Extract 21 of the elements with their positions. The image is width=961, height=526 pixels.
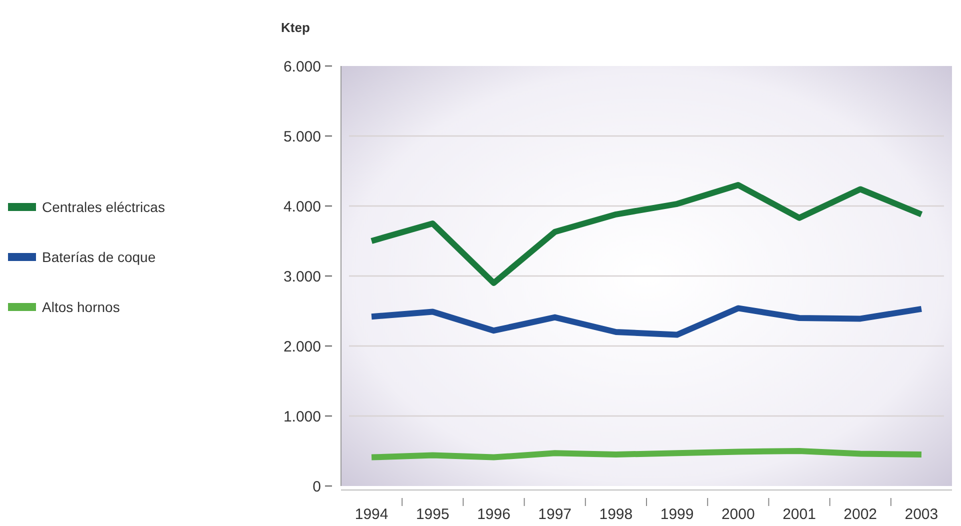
y-tick-label: 5.000 (283, 128, 321, 146)
y-axis-title: Ktep (281, 20, 310, 35)
legend-label: Altos hornos (42, 299, 120, 315)
y-tick-label: 6.000 (283, 58, 321, 76)
y-tick-label: 1.000 (283, 408, 321, 426)
x-tick-label: 2001 (782, 506, 816, 523)
legend-label: Baterías de coque (42, 249, 156, 265)
y-tick-label: 2.000 (283, 338, 321, 356)
x-tick-label: 1995 (416, 506, 450, 523)
x-tick-label: 2000 (721, 506, 755, 523)
x-tick-label: 2003 (904, 506, 938, 523)
x-tick-label: 1994 (354, 506, 388, 523)
x-tick-label: 1998 (599, 506, 633, 523)
y-tick-label: 3.000 (283, 268, 321, 286)
x-tick-label: 1999 (660, 506, 694, 523)
legend-label: Centrales eléctricas (42, 199, 165, 215)
y-tick-label: 4.000 (283, 198, 321, 216)
y-tick-label: 0 (312, 478, 321, 496)
x-tick-label: 1997 (538, 506, 572, 523)
x-tick-label: 1996 (477, 506, 510, 523)
x-tick-label: 2002 (844, 506, 878, 523)
